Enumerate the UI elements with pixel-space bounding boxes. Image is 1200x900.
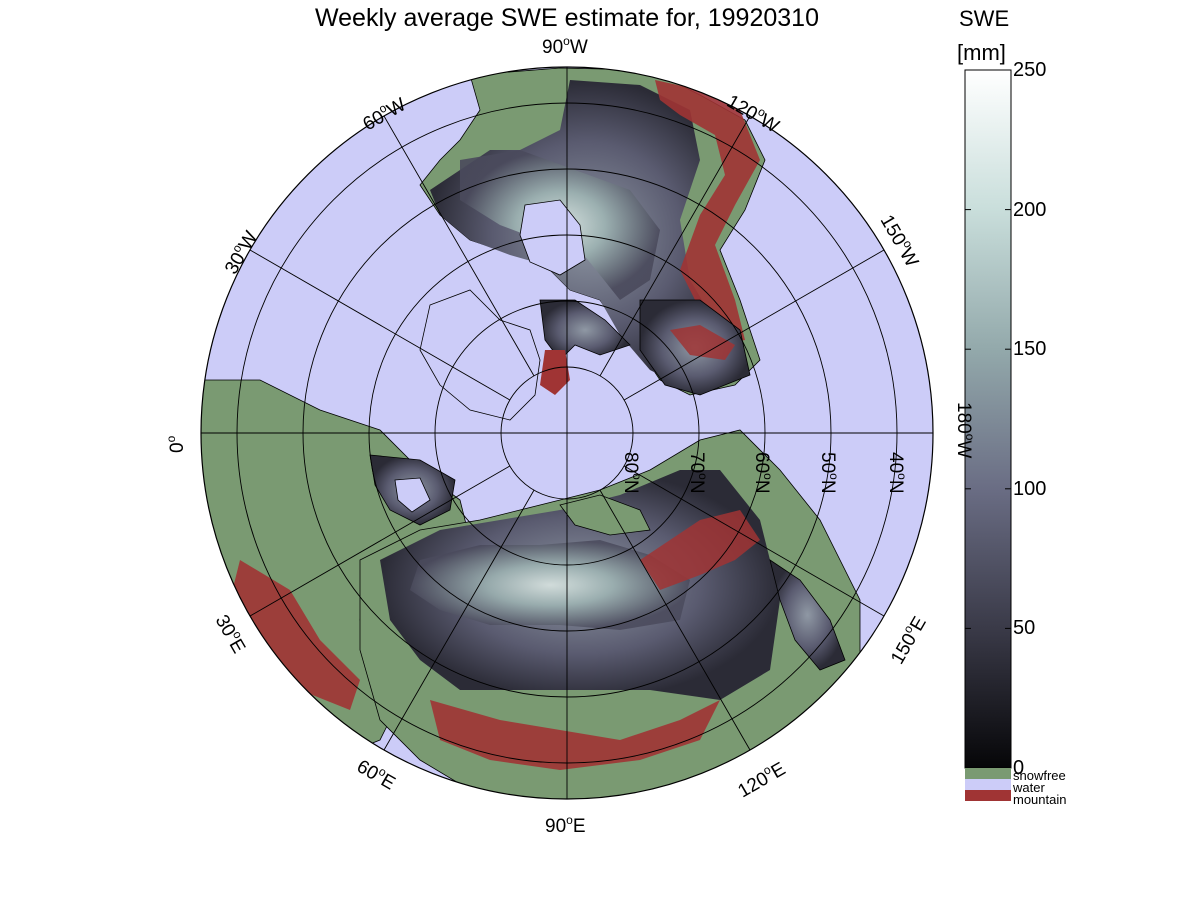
lon-label-0: 0o [164,435,188,453]
baltic [394,477,431,513]
lon-label-90w: 90oW [542,34,588,58]
lat-label-70n: 70oN [686,452,710,494]
siberia-deep-snow [410,540,690,630]
meridian-line [599,489,751,751]
kamchatka [769,559,846,671]
arctic-islands [539,299,631,361]
lat-label-60n: 60oN [751,452,775,494]
map-title: Weekly average SWE estimate for, 1992031… [315,4,819,32]
lat-label-40n: 40oN [885,452,909,494]
colorbar-label-line2: [mm] [957,40,1006,65]
meridian-line [249,249,511,401]
colorbar-tick-label: 250 [1013,59,1047,81]
colorbar-tick-label: 50 [1013,617,1036,640]
colorbar-label-line1: SWE [959,6,1010,31]
colorbar-gradient [964,69,1012,769]
hudson-bay [519,199,586,276]
map-border [200,66,934,800]
legend-swatch-snowfree [965,768,1011,779]
legend-label-snowfree: snowfree [1013,768,1066,783]
colorbar-tick-label: 150 [1013,338,1047,361]
colorbar-tick-label: 100 [1013,477,1047,500]
lat-label-50n: 50oN [817,452,841,494]
lon-label-90e: 90oE [545,813,586,837]
graticule [201,67,933,799]
meridian-line [383,115,535,377]
taymyr-coast [559,494,651,536]
meridian-line [623,249,885,401]
legend-label-mountain: mountain [1013,792,1067,807]
lon-label-180w: 180oW [953,402,977,459]
legend-swatch-mountain [965,790,1011,801]
europe-mountains [230,560,360,710]
greenland-outline [419,289,541,421]
lat-label-80n: 80oN [620,452,644,494]
meridian-line [599,115,751,377]
meridian-line [249,465,511,617]
far-east-mountains [640,510,760,590]
colorbar-tick-label: 0 [1013,757,1025,779]
colorbar-tick-label: 200 [1013,198,1047,221]
meridian-line [623,465,885,617]
alaska-mountains [670,325,735,360]
asia-mountains [430,700,720,770]
baffin-mountains [540,350,570,395]
rocky-mountains [655,80,760,345]
legend-label-water: water [1013,780,1045,795]
meridian-line [383,489,535,751]
legend-swatch-water [965,779,1011,790]
